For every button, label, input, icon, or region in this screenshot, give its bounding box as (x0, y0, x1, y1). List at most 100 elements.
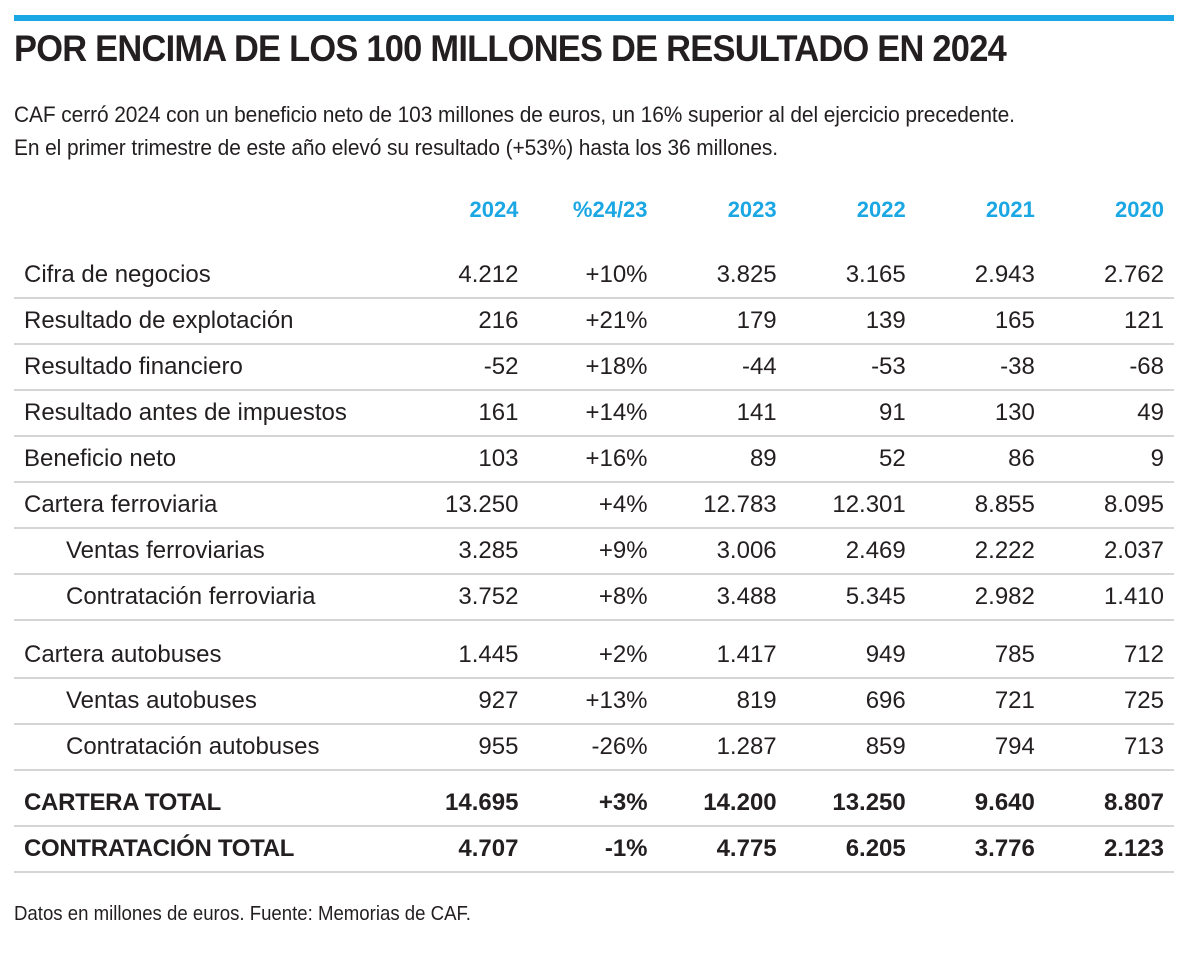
cell-2024: 216 (397, 298, 529, 345)
subtitle: CAF cerró 2024 con un beneficio neto de … (14, 98, 1179, 164)
cell-2020: -68 (1044, 344, 1174, 391)
row-label: Ventas autobuses (14, 678, 398, 725)
subtitle-line-1: CAF cerró 2024 con un beneficio neto de … (14, 102, 1015, 127)
cell-2021: 785 (915, 620, 1045, 679)
cell-2024: 1.445 (397, 620, 529, 679)
cell-pct: -26% (528, 724, 658, 771)
cell-pct: +2% (528, 620, 658, 679)
cell-2023: 141 (657, 390, 787, 437)
cell-2022: 91 (786, 390, 916, 437)
table-row-ventas-autobuses: Ventas autobuses 927 +13% 819 696 721 72… (14, 678, 1174, 725)
results-table: 2024 %24/23 2023 2022 2021 2020 Cifra de… (14, 186, 1174, 873)
cell-pct: -1% (528, 826, 658, 873)
cell-2020: 2.762 (1044, 253, 1174, 299)
row-label: Resultado antes de impuestos (14, 390, 398, 437)
page-title: POR ENCIMA DE LOS 100 MILLONES DE RESULT… (14, 28, 1007, 69)
subtitle-line-2: En el primer trimestre de este año elevó… (14, 135, 778, 160)
cell-pct: +4% (528, 482, 658, 529)
cell-2023: 3.006 (657, 528, 787, 575)
cell-2022: 859 (786, 724, 916, 771)
table-row-contratacion-total: CONTRATACIÓN TOTAL 4.707 -1% 4.775 6.205… (14, 826, 1174, 873)
cell-2023: 1.287 (657, 724, 787, 771)
cell-2021: 794 (915, 724, 1045, 771)
table-row-ventas-ferroviarias: Ventas ferroviarias 3.285 +9% 3.006 2.46… (14, 528, 1174, 575)
cell-2022: 13.250 (786, 770, 916, 827)
header-spacer (14, 234, 1174, 253)
cell-2022: 6.205 (786, 826, 916, 873)
cell-2020: 2.037 (1044, 528, 1174, 575)
row-label: Contratación ferroviaria (14, 574, 398, 621)
cell-2022: 12.301 (786, 482, 916, 529)
row-label: Ventas ferroviarias (14, 528, 398, 575)
cell-pct: +10% (528, 253, 658, 299)
cell-2023: 179 (657, 298, 787, 345)
cell-2021: 8.855 (915, 482, 1045, 529)
table-row-contratacion-ferroviaria: Contratación ferroviaria 3.752 +8% 3.488… (14, 574, 1174, 621)
table-row-resultado-financiero: Resultado financiero -52 +18% -44 -53 -3… (14, 344, 1174, 391)
cell-2023: 3.825 (657, 253, 787, 299)
cell-2022: 139 (786, 298, 916, 345)
table-header-row: 2024 %24/23 2023 2022 2021 2020 (14, 186, 1174, 234)
header-2023: 2023 (727, 197, 777, 222)
cell-pct: +16% (528, 436, 658, 483)
cell-2023: 3.488 (657, 574, 787, 621)
cell-2023: 12.783 (657, 482, 787, 529)
row-label: CONTRATACIÓN TOTAL (14, 826, 398, 873)
accent-bar (14, 15, 1174, 21)
header-pct-24-23: %24/23 (572, 197, 648, 222)
table-row-cartera-autobuses: Cartera autobuses 1.445 +2% 1.417 949 78… (14, 620, 1174, 679)
table-row-resultado-explotacion: Resultado de explotación 216 +21% 179 13… (14, 298, 1174, 345)
cell-2020: 121 (1044, 298, 1174, 345)
cell-2024: 4.212 (397, 253, 529, 299)
cell-2020: 9 (1044, 436, 1174, 483)
header-2021: 2021 (985, 197, 1035, 222)
cell-2024: 3.285 (397, 528, 529, 575)
cell-2021: 2.982 (915, 574, 1045, 621)
table-row-resultado-antes-impuestos: Resultado antes de impuestos 161 +14% 14… (14, 390, 1174, 437)
cell-2021: 2.943 (915, 253, 1045, 299)
table-row-contratacion-autobuses: Contratación autobuses 955 -26% 1.287 85… (14, 724, 1174, 771)
row-label: CARTERA TOTAL (14, 770, 398, 827)
cell-2023: 4.775 (657, 826, 787, 873)
cell-2024: 3.752 (397, 574, 529, 621)
cell-pct: +9% (528, 528, 658, 575)
cell-2024: 927 (397, 678, 529, 725)
header-empty (14, 186, 397, 234)
source-note: Datos en millones de euros. Fuente: Memo… (14, 903, 471, 925)
cell-2024: 4.707 (397, 826, 529, 873)
cell-2021: 86 (915, 436, 1045, 483)
cell-2020: 8.095 (1044, 482, 1174, 529)
cell-2020: 725 (1044, 678, 1174, 725)
cell-2023: 819 (657, 678, 787, 725)
cell-2020: 712 (1044, 620, 1174, 679)
header-2020: 2020 (1115, 197, 1164, 222)
cell-2023: 14.200 (657, 770, 787, 827)
cell-2020: 1.410 (1044, 574, 1174, 621)
cell-2021: 3.776 (915, 826, 1045, 873)
cell-2020: 713 (1044, 724, 1174, 771)
row-label: Resultado de explotación (14, 298, 398, 345)
row-label: Beneficio neto (14, 436, 398, 483)
cell-2024: 103 (397, 436, 529, 483)
cell-2022: 949 (786, 620, 916, 679)
table-row-beneficio-neto: Beneficio neto 103 +16% 89 52 86 9 (14, 436, 1174, 483)
cell-2020: 8.807 (1044, 770, 1174, 827)
cell-pct: +3% (528, 770, 658, 827)
cell-2021: -38 (915, 344, 1045, 391)
header-2022: 2022 (856, 197, 906, 222)
cell-2024: 14.695 (397, 770, 529, 827)
table-row-cartera-total: CARTERA TOTAL 14.695 +3% 14.200 13.250 9… (14, 770, 1174, 827)
cell-2021: 721 (915, 678, 1045, 725)
cell-2020: 2.123 (1044, 826, 1174, 873)
cell-2023: -44 (657, 344, 787, 391)
cell-2024: 955 (397, 724, 529, 771)
cell-2022: 3.165 (786, 253, 916, 299)
cell-pct: +21% (528, 298, 658, 345)
cell-2022: 2.469 (786, 528, 916, 575)
table-row-cartera-ferroviaria: Cartera ferroviaria 13.250 +4% 12.783 12… (14, 482, 1174, 529)
cell-2024: 161 (397, 390, 529, 437)
cell-pct: +8% (528, 574, 658, 621)
cell-pct: +13% (528, 678, 658, 725)
row-label: Cartera ferroviaria (14, 482, 398, 529)
cell-2024: -52 (397, 344, 529, 391)
